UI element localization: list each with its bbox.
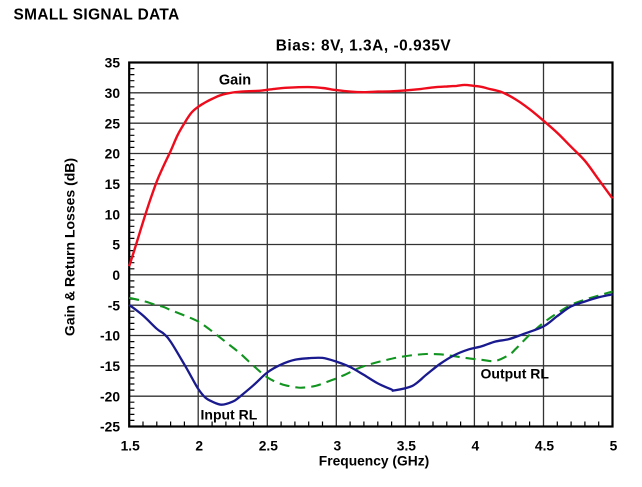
svg-text:5: 5: [610, 439, 618, 454]
svg-text:20: 20: [105, 147, 121, 162]
svg-text:2.5: 2.5: [259, 439, 279, 454]
svg-text:-25: -25: [100, 420, 120, 435]
svg-text:3: 3: [333, 439, 341, 454]
svg-text:25: 25: [105, 116, 121, 131]
svg-text:Bias: 8V, 1.3A, -0.935V: Bias: 8V, 1.3A, -0.935V: [276, 37, 452, 54]
svg-text:4: 4: [472, 439, 480, 454]
svg-text:-20: -20: [100, 389, 120, 404]
svg-text:15: 15: [105, 177, 121, 192]
svg-text:1.5: 1.5: [121, 439, 141, 454]
svg-text:Output RL: Output RL: [481, 366, 550, 382]
svg-text:Frequency (GHz): Frequency (GHz): [319, 454, 429, 469]
svg-text:SMALL SIGNAL DATA: SMALL SIGNAL DATA: [14, 6, 180, 23]
svg-text:3.5: 3.5: [397, 439, 417, 454]
svg-text:-10: -10: [100, 329, 120, 344]
svg-text:4.5: 4.5: [535, 439, 555, 454]
svg-text:-5: -5: [108, 298, 121, 313]
svg-text:Input RL: Input RL: [201, 407, 258, 423]
svg-text:2: 2: [195, 439, 203, 454]
svg-text:30: 30: [105, 86, 121, 101]
svg-text:Gain: Gain: [219, 73, 251, 89]
svg-text:Gain & Return Losses (dB): Gain & Return Losses (dB): [62, 158, 78, 336]
svg-text:5: 5: [112, 238, 120, 253]
svg-text:10: 10: [105, 207, 121, 222]
svg-text:35: 35: [105, 56, 121, 71]
svg-text:0: 0: [112, 268, 120, 283]
svg-text:-15: -15: [100, 359, 120, 374]
